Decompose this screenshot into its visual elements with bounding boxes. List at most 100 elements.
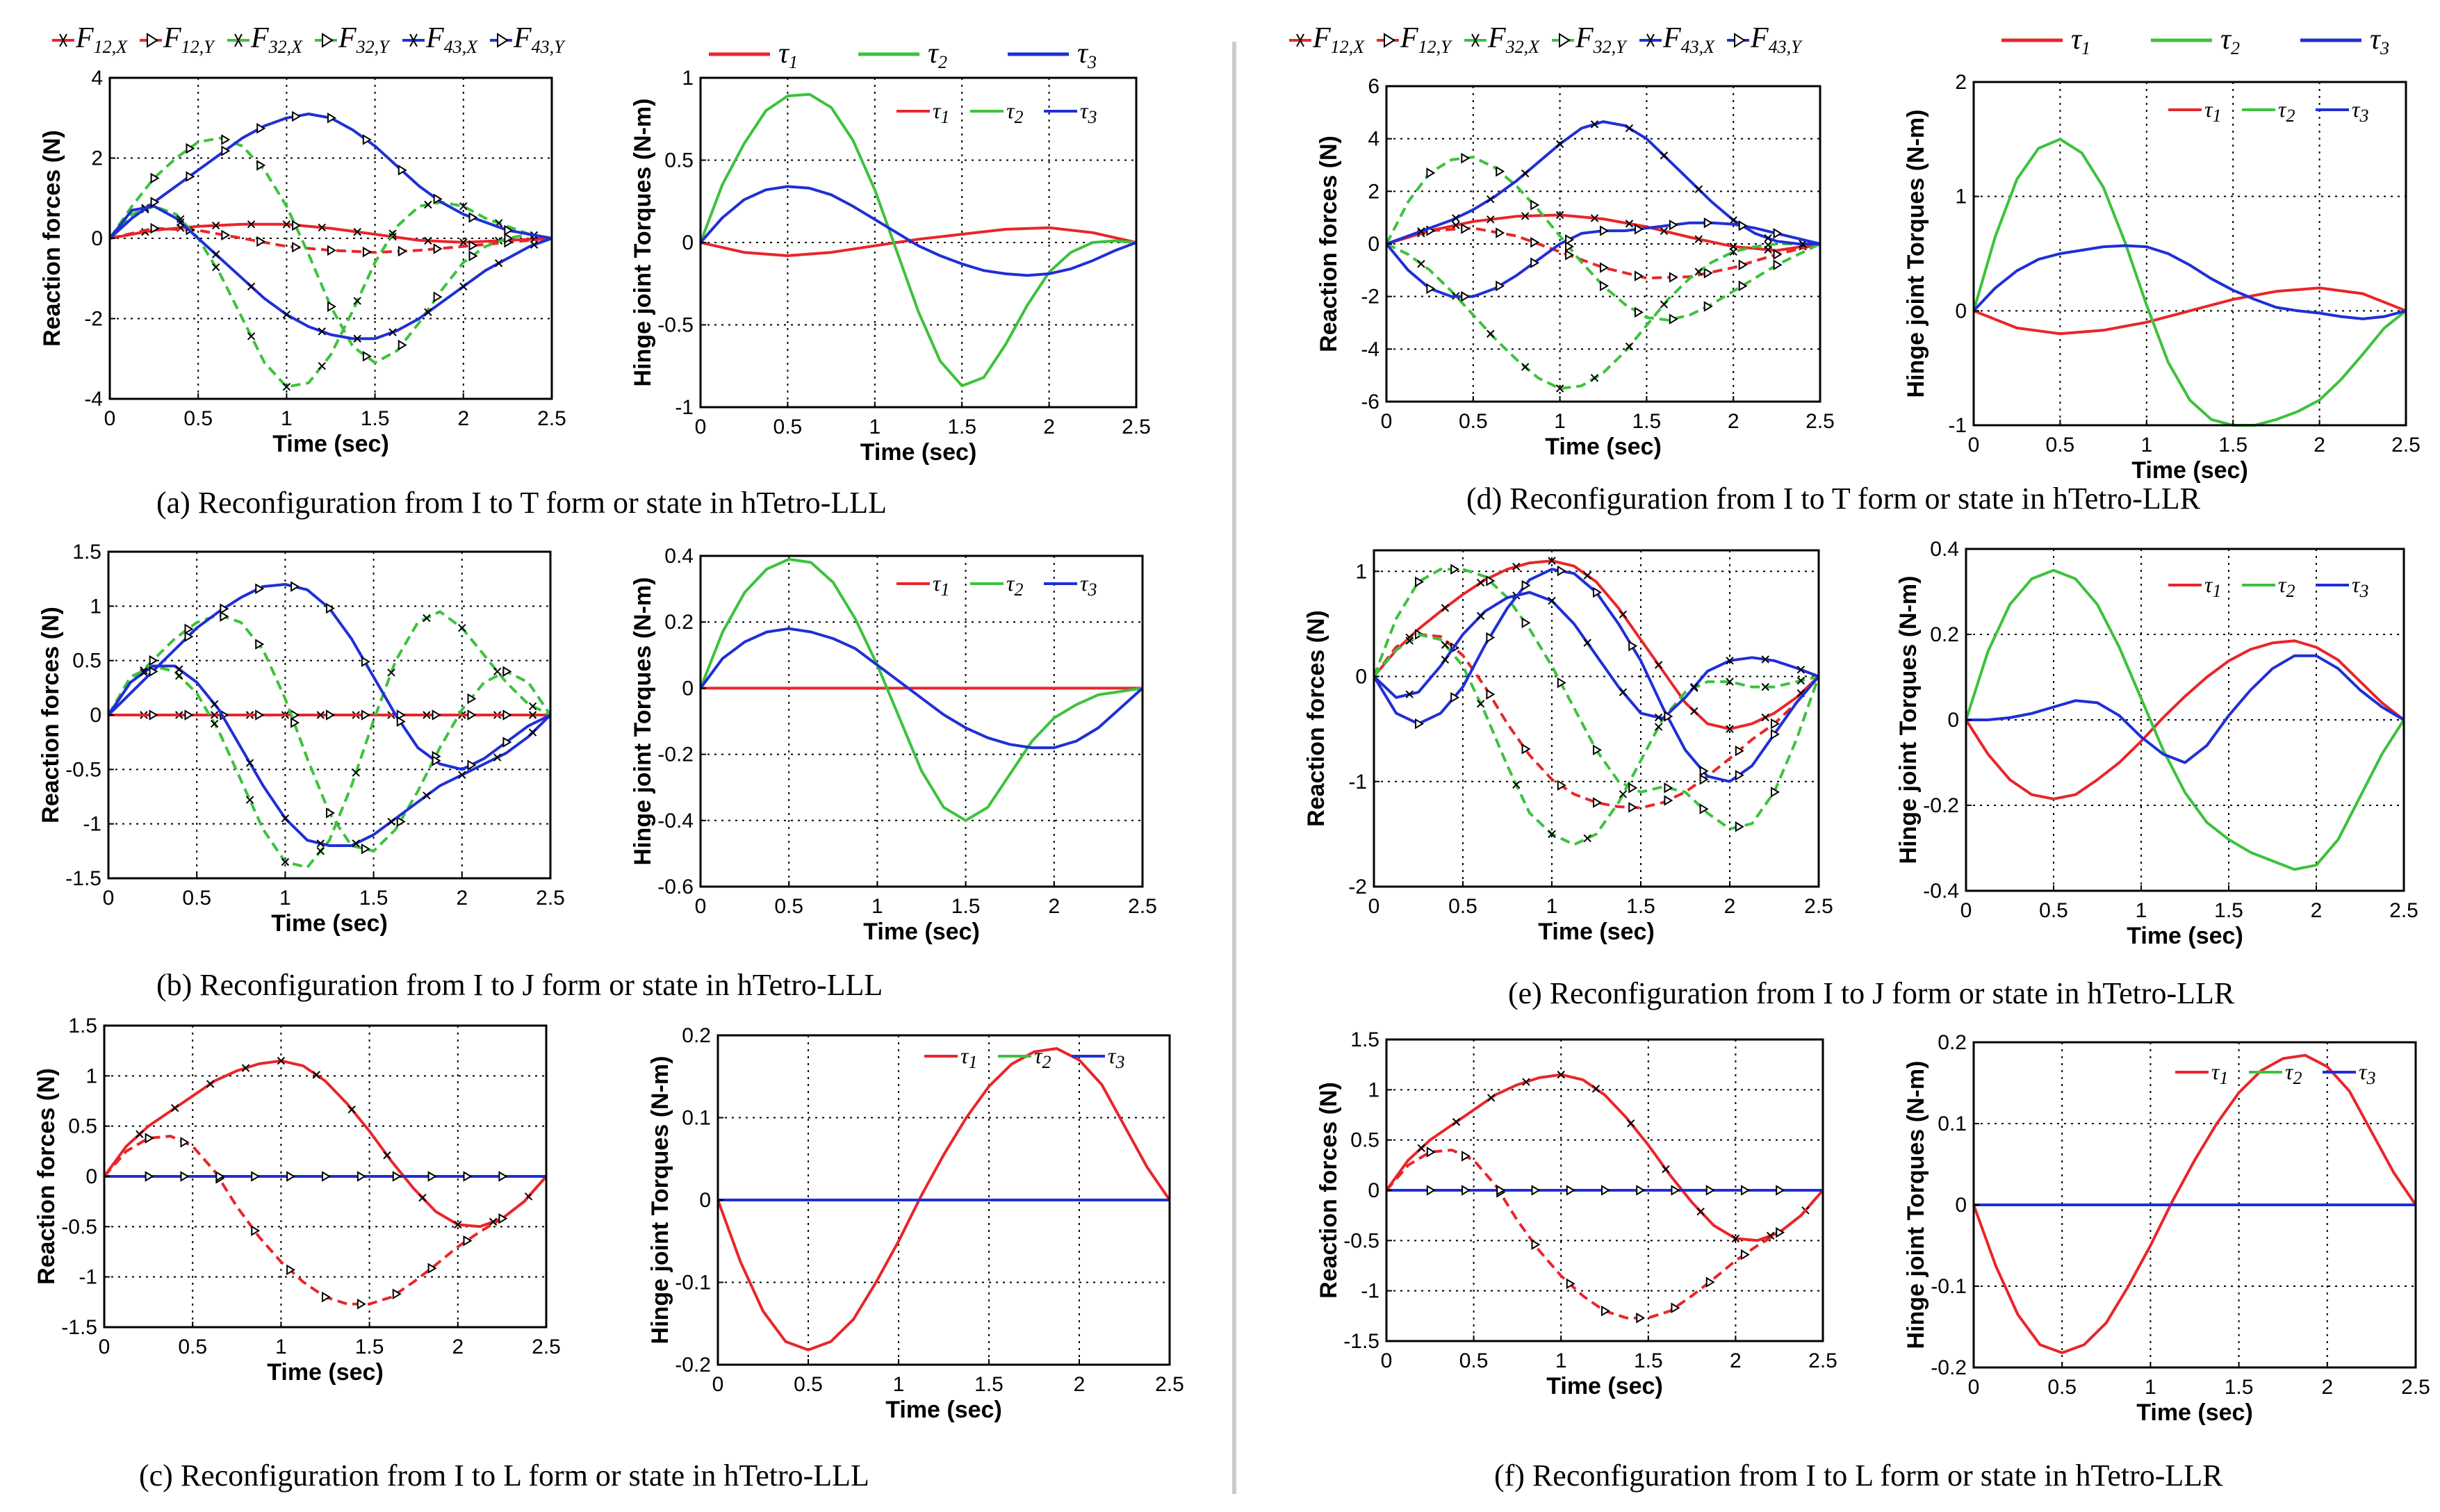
x-tick-label: 1.5 <box>2225 1376 2254 1399</box>
y-tick-label: 0.2 <box>1938 1031 1967 1054</box>
y-tick-label: 4 <box>1368 128 1379 151</box>
x-tick-label: 1 <box>279 887 291 910</box>
x-tick-label: 0.5 <box>2046 434 2075 457</box>
series-line-F32,Y <box>1385 156 1821 322</box>
marker-x <box>211 221 220 230</box>
marker-x <box>1764 233 1772 243</box>
marker-x <box>1660 151 1669 160</box>
caption-a: (a) Reconfiguration from I to T form or … <box>156 486 887 520</box>
marker-triangle <box>1703 268 1713 279</box>
series-line-τ2 <box>1965 568 2405 871</box>
caption-e: (e) Reconfiguration from I to J form or … <box>1508 976 2235 1010</box>
y-tick-label: 1.5 <box>68 1014 97 1037</box>
marker-triangle <box>357 1298 366 1310</box>
marker-x <box>1476 611 1485 621</box>
series-line-τ1 <box>1973 286 2407 336</box>
y-axis-label: Reaction forces (N) <box>38 607 64 823</box>
marker-x <box>530 240 539 249</box>
marker-x <box>245 759 254 767</box>
marker-x <box>1555 384 1564 393</box>
plot-frame <box>1972 81 2407 427</box>
marker-triangle <box>150 197 160 208</box>
marker-triangle <box>1699 765 1709 777</box>
marker-triangle <box>1426 283 1436 295</box>
marker-triangle <box>432 755 441 766</box>
x-tick-label: 0 <box>1368 895 1380 918</box>
x-axis-label: Time (sec) <box>863 919 980 945</box>
series-line-F43,X <box>107 664 552 847</box>
x-tick-label: 1 <box>281 407 293 430</box>
marker-x <box>528 728 537 737</box>
marker-triangle <box>1671 1302 1680 1314</box>
marker-x <box>1690 707 1698 716</box>
marker-x <box>1654 661 1663 669</box>
marker-x <box>1405 690 1414 698</box>
x-tick-label: 1 <box>1554 410 1566 433</box>
marker-x <box>1441 641 1450 649</box>
marker-triangle <box>292 241 302 253</box>
series-line-τ3 <box>1972 244 2407 320</box>
y-tick-label: -2 <box>1361 286 1379 309</box>
y-tick-label: 0.5 <box>68 1115 97 1138</box>
marker-x <box>1512 562 1521 571</box>
marker-triangle <box>1450 564 1460 575</box>
marker-triangle <box>502 666 512 677</box>
legend: τ1 τ2 τ3 <box>2001 24 2389 58</box>
marker-x <box>1548 596 1556 605</box>
series-line-τ1 <box>717 1047 1171 1351</box>
marker-x <box>352 769 360 777</box>
marker-triangle <box>1600 262 1609 273</box>
marker-x <box>1487 215 1495 224</box>
inner-legend: τ1 τ2 τ3 <box>2168 572 2368 601</box>
marker-triangle <box>1565 249 1575 261</box>
y-tick-label: 0 <box>91 227 103 250</box>
y-tick-label: -0.2 <box>657 743 694 766</box>
marker-triangle <box>392 1171 402 1182</box>
marker-triangle <box>292 110 302 122</box>
x-tick-label: 0 <box>695 416 707 438</box>
y-tick-label: 0.2 <box>664 611 694 634</box>
marker-x <box>1452 214 1460 222</box>
y-tick-label: 0 <box>682 677 694 700</box>
x-tick-label: 2.5 <box>1808 1349 1837 1372</box>
marker-triangle <box>1636 1312 1646 1324</box>
marker-triangle <box>468 240 478 252</box>
marker-x <box>418 1193 427 1202</box>
marker-x <box>1583 639 1591 647</box>
marker-x <box>528 702 537 711</box>
marker-x <box>424 236 432 245</box>
marker-x <box>316 847 325 855</box>
marker-triangle <box>1773 249 1783 260</box>
legend-marker-x <box>1471 33 1480 47</box>
y-tick-label: 0 <box>1955 1194 1967 1217</box>
chart-b_torque: 0 0.5 1 1.5 2 2.5 -0.6 -0.4 -0.2 0 0.2 0.4 Time (sec… <box>630 545 1157 945</box>
x-tick-label: 1 <box>1555 1349 1567 1372</box>
marker-triangle <box>220 603 229 614</box>
marker-triangle <box>1600 280 1609 292</box>
y-tick-label: -0.1 <box>675 1272 711 1295</box>
marker-x <box>528 711 537 719</box>
marker-triangle <box>1486 575 1496 586</box>
x-tick-label: 0.5 <box>1459 1349 1489 1372</box>
marker-triangle <box>180 1171 190 1182</box>
marker-triangle <box>149 666 158 677</box>
x-tick-label: 0.5 <box>1448 895 1477 918</box>
marker-x <box>352 839 360 848</box>
y-axis-label: Hinge joint Torques (N-m) <box>630 99 656 387</box>
legend-marker-x <box>1296 33 1304 47</box>
inner-legend-label: τ3 <box>1080 98 1097 127</box>
marker-triangle <box>1496 165 1505 177</box>
marker-triangle <box>1703 301 1713 312</box>
inner-legend-label: τ3 <box>1108 1043 1124 1072</box>
x-tick-label: 2 <box>2321 1376 2333 1399</box>
marker-triangle <box>290 581 300 592</box>
marker-triangle <box>255 709 265 721</box>
x-tick-label: 1 <box>2145 1376 2156 1399</box>
x-tick-label: 2 <box>1043 416 1055 438</box>
marker-triangle <box>1415 718 1424 730</box>
marker-triangle <box>392 1288 402 1300</box>
x-tick-label: 2.5 <box>1155 1373 1184 1396</box>
marker-x <box>1654 723 1663 731</box>
inner-legend-label: τ2 <box>2278 97 2295 126</box>
